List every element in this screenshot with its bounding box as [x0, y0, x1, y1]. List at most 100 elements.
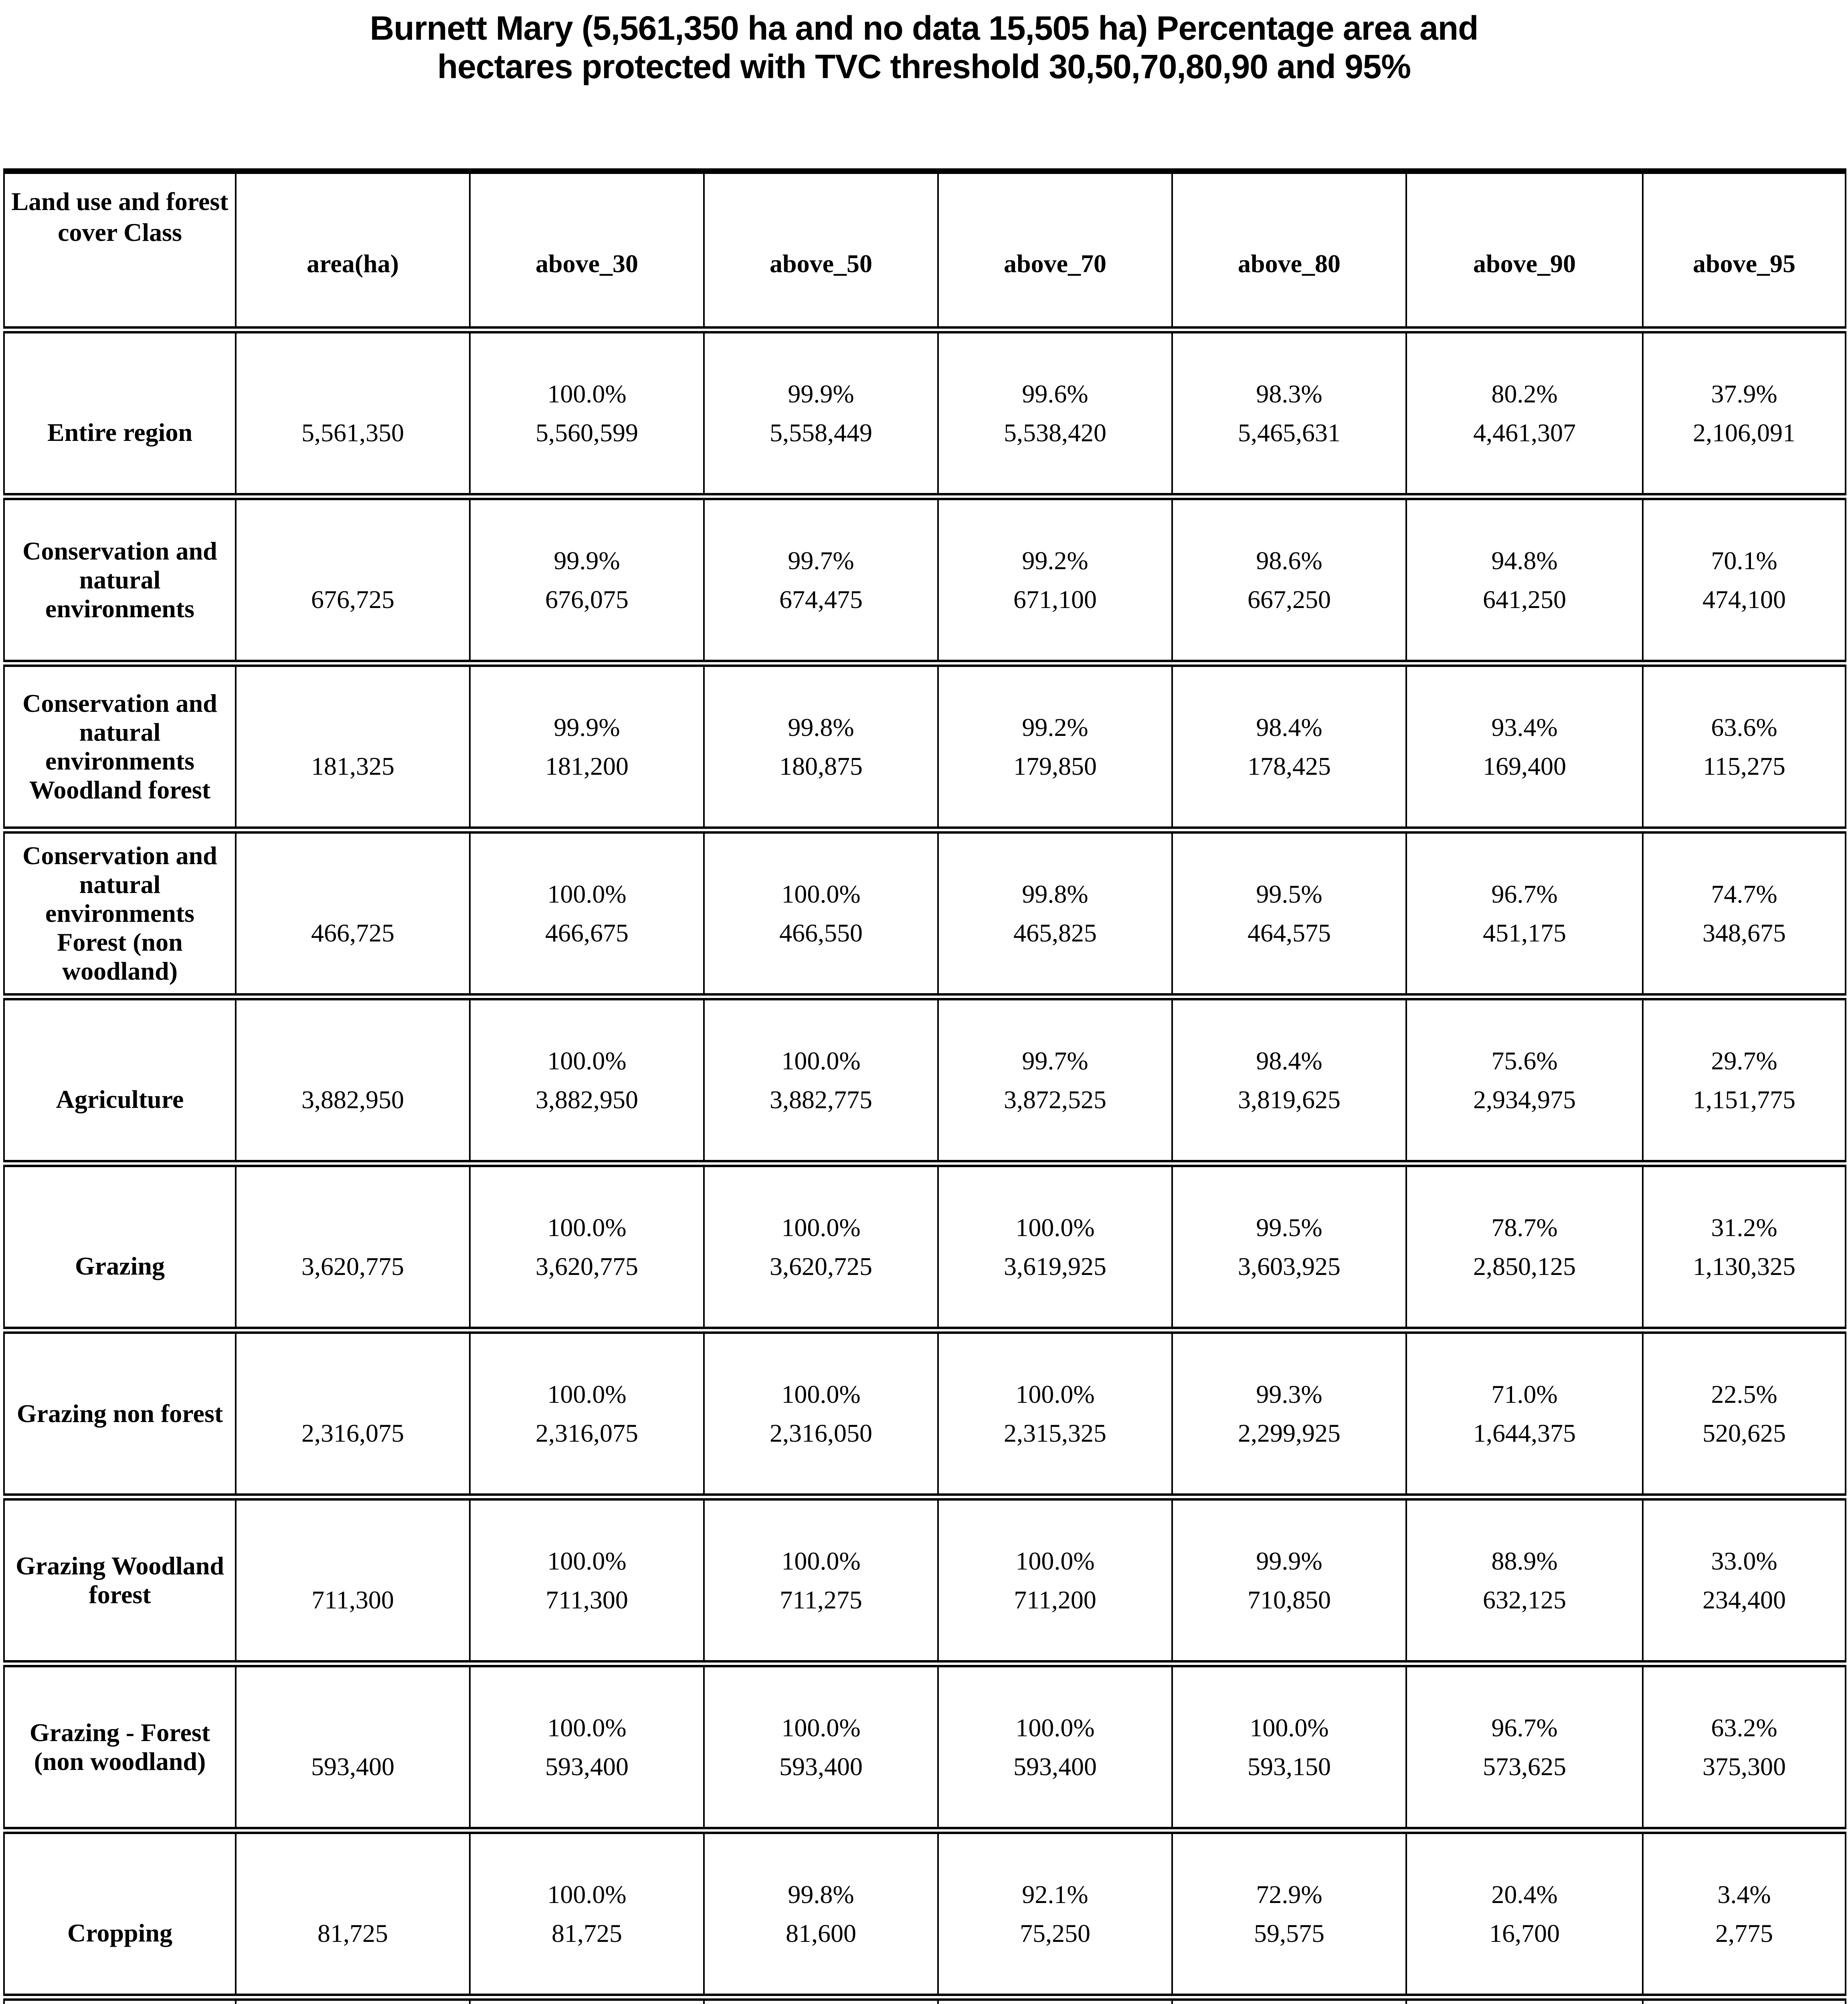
area-cell: 3,620,775: [235, 1160, 471, 1330]
percent-value: 98.3%: [1256, 380, 1322, 408]
percent-value: 98.4%: [1256, 1046, 1322, 1075]
hectares-value: 75,250: [1020, 1919, 1090, 1947]
above-30-cell: 100.0% 81,725: [469, 1827, 705, 1997]
above-90-cell: 71.0% 1,644,375: [1405, 1327, 1644, 1497]
above-80-cell: 99.9% 710,850: [1171, 1493, 1407, 1664]
percent-value: 99.7%: [788, 546, 854, 575]
hectares-value: 178,425: [1248, 752, 1331, 780]
percent-value: 99.5%: [1256, 880, 1322, 908]
above-50-cell: 99.9% 5,558,449: [703, 326, 939, 497]
above-50-cell: 99.8% 180,875: [703, 660, 939, 830]
above-70-cell: 100.0% 593,400: [937, 1660, 1173, 1830]
percent-value: 100.0%: [547, 880, 627, 908]
above-70-cell: 98.3%171,850: [937, 1994, 1173, 2004]
percent-value: 99.9%: [1256, 1547, 1322, 1575]
col-header-area-ha: area(ha): [235, 171, 471, 330]
hectares-value: 593,400: [545, 1752, 629, 1781]
class-cell: Agriculture: [3, 993, 237, 1164]
col-header-above-95: above_95: [1642, 171, 1846, 330]
hectares-value: 348,675: [1702, 919, 1786, 947]
percent-value: 93.4%: [1491, 713, 1558, 741]
percent-value: 100.0%: [1015, 1713, 1095, 1742]
area-value: 711,300: [311, 1585, 394, 1614]
above-30-cell: 100.0% 711,300: [469, 1493, 705, 1664]
class-cell: Cropping: [3, 1827, 237, 1997]
above-50-cell: 100.0% 711,275: [703, 1493, 939, 1664]
class-label: Conservation and natural environments Wo…: [22, 689, 217, 804]
percent-value: 92.1%: [1022, 1880, 1088, 1909]
hectares-value: 2,299,925: [1238, 1419, 1341, 1447]
area-cell: 593,400: [235, 1660, 471, 1830]
percent-value: 100.0%: [781, 1713, 861, 1742]
above-50-cell: 99.7% 674,475: [703, 493, 939, 663]
hectares-value: 59,575: [1254, 1919, 1324, 1947]
percent-value: 100.0%: [547, 1713, 627, 1742]
above-50-cell: 100.0%174,775: [703, 1994, 939, 2004]
area-cell: 2,316,075: [235, 1327, 471, 1497]
class-label: Conservation and natural environments: [22, 537, 217, 623]
area-cell: 174,775: [235, 1994, 471, 2004]
hectares-value: 573,625: [1483, 1752, 1566, 1781]
area-value: 3,882,950: [301, 1085, 404, 1114]
above-90-cell: 96.7% 573,625: [1405, 1660, 1644, 1830]
hectares-value: 711,300: [546, 1586, 628, 1614]
percent-value: 99.3%: [1256, 1380, 1322, 1408]
percent-value: 99.9%: [554, 546, 620, 575]
hectares-value: 641,250: [1483, 585, 1566, 614]
above-90-cell: 20.4% 16,700: [1405, 1827, 1644, 1997]
above-50-cell: 100.0% 593,400: [703, 1660, 939, 1830]
hectares-value: 375,300: [1702, 1752, 1786, 1781]
percent-value: 99.5%: [1256, 1213, 1322, 1242]
above-80-cell: 100.0% 593,150: [1171, 1660, 1407, 1830]
hectares-value: 2,106,091: [1693, 418, 1795, 447]
hectares-value: 2,775: [1715, 1919, 1773, 1947]
percent-value: 63.6%: [1711, 713, 1777, 741]
above-80-cell: 98.4% 3,819,625: [1171, 993, 1407, 1164]
above-30-cell: 100.0% 2,316,075: [469, 1327, 705, 1497]
col-header-above-50: above_50: [703, 171, 939, 330]
percent-value: 96.7%: [1491, 1713, 1558, 1742]
percent-value: 100.0%: [1015, 1380, 1095, 1408]
hectares-value: 81,600: [786, 1919, 856, 1947]
class-label: Grazing Woodland forest: [16, 1551, 224, 1609]
percent-value: 100.0%: [1015, 1547, 1095, 1575]
percent-value: 100.0%: [547, 380, 627, 408]
above-95-cell: 74.7% 348,675: [1642, 826, 1846, 997]
col-header-above-80: above_80: [1171, 171, 1407, 330]
hectares-value: 711,275: [780, 1586, 862, 1614]
title-line-2: hectares protected with TVC threshold 30…: [437, 48, 1411, 85]
hectares-value: 632,125: [1483, 1586, 1566, 1614]
hectares-value: 5,558,449: [770, 418, 872, 447]
hectares-value: 180,875: [779, 752, 863, 780]
area-value: 466,725: [311, 918, 394, 947]
hectares-value: 464,575: [1248, 919, 1331, 947]
area-value: 676,725: [311, 585, 394, 614]
percent-value: 20.4%: [1491, 1880, 1558, 1909]
hectares-value: 593,400: [1013, 1752, 1097, 1781]
above-70-cell: 99.8% 465,825: [937, 826, 1173, 997]
above-70-cell: 99.6% 5,538,420: [937, 326, 1173, 497]
above-30-cell: 100.0% 5,560,599: [469, 326, 705, 497]
col-header-above-70: above_70: [937, 171, 1173, 330]
percent-value: 96.7%: [1491, 880, 1558, 908]
col-header-above-90: above_90: [1405, 171, 1644, 330]
above-95-cell: 31.2% 1,130,325: [1642, 1160, 1846, 1330]
area-cell: 676,725: [235, 493, 471, 663]
hectares-value: 3,872,525: [1004, 1085, 1106, 1114]
hectares-value: 671,100: [1013, 585, 1097, 614]
percent-value: 100.0%: [547, 1880, 627, 1909]
above-95-cell: 33.0% 234,400: [1642, 1493, 1846, 1664]
hectares-value: 5,465,631: [1238, 418, 1341, 447]
area-cell: 711,300: [235, 1493, 471, 1664]
percent-value: 99.9%: [788, 380, 854, 408]
above-80-cell: 98.6% 667,250: [1171, 493, 1407, 663]
class-cell: Grazing - Forest (non woodland): [3, 1660, 237, 1830]
percent-value: 71.0%: [1491, 1380, 1558, 1408]
table-row: Irrigation 174,775 100.0%174,775 100.0%1…: [3, 1994, 1846, 2004]
above-95-cell: 22.5% 520,625: [1642, 1327, 1846, 1497]
above-90-cell: 93.4% 169,400: [1405, 660, 1644, 830]
hectares-value: 115,275: [1703, 752, 1785, 780]
percent-value: 100.0%: [781, 1213, 861, 1242]
table-row: Cropping 81,725 100.0% 81,725 99.8% 81,600…: [3, 1827, 1846, 1997]
